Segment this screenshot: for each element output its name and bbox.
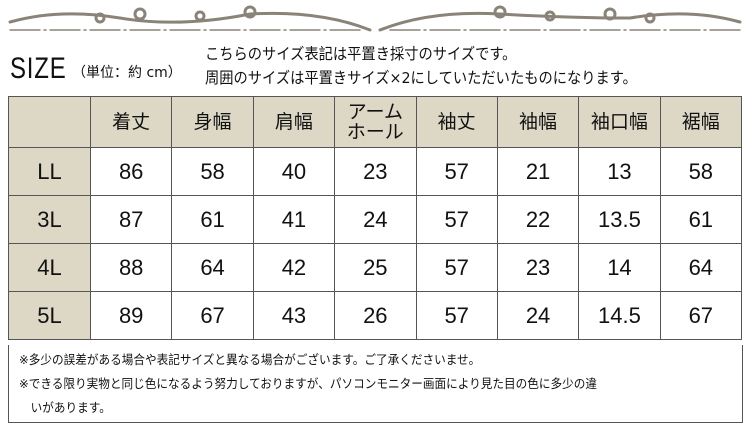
- measurement-cell: 67: [171, 291, 254, 340]
- size-label: 3L: [8, 195, 91, 244]
- measurement-cell: 61: [659, 195, 743, 244]
- measurement-cell: 64: [659, 243, 743, 292]
- measurement-cell: 43: [252, 291, 336, 340]
- intro-text: こちらのサイズ表記は平置き採寸のサイズです。 周囲のサイズは平置きサイズ×2にし…: [205, 42, 637, 90]
- notes-box: ※多少の誤差がある場合や表記サイズと異なる場合がございます。ご了承くださいませ。…: [8, 345, 743, 423]
- size-label: 4L: [8, 243, 91, 292]
- column-header: 袖丈: [415, 96, 498, 148]
- measurement-cell: 57: [415, 243, 498, 292]
- measurement-cell: 26: [334, 291, 417, 340]
- table-row: 5L 89 67 43 26 57 24 14.5 67: [8, 291, 743, 340]
- measurement-cell: 88: [89, 243, 173, 292]
- measurement-cell: 40: [252, 147, 336, 196]
- column-header: 身幅: [171, 96, 254, 148]
- measurement-cell: 23: [334, 147, 417, 196]
- note-line: ※できる限り実物と同じ色になるよう努力しておりますが、パソコンモニター画面により…: [19, 376, 597, 391]
- measurement-cell: 64: [171, 243, 254, 292]
- page-title: SIZE: [10, 52, 67, 85]
- measurement-cell: 14: [578, 243, 661, 292]
- measurement-cell: 13: [578, 147, 661, 196]
- column-header: [8, 96, 91, 148]
- unit-label: （単位：約 cm）: [72, 65, 182, 81]
- measurement-cell: 24: [334, 195, 417, 244]
- measurement-cell: 67: [659, 291, 743, 340]
- measurement-cell: 41: [252, 195, 336, 244]
- measurement-cell: 22: [496, 195, 580, 244]
- measurement-cell: 13.5: [578, 195, 661, 244]
- table-row: LL 86 58 40 23 57 21 13 58: [8, 147, 743, 196]
- measurement-cell: 87: [89, 195, 173, 244]
- measurement-cell: 89: [89, 291, 173, 340]
- measurement-cell: 57: [415, 147, 498, 196]
- measurement-cell: 57: [415, 291, 498, 340]
- note-line: ※多少の誤差がある場合や表記サイズと異なる場合がございます。ご了承くださいませ。: [19, 352, 481, 367]
- column-header: 裾幅: [659, 96, 743, 148]
- column-header: アーム ホール: [334, 96, 417, 148]
- table-row: 3L 87 61 41 24 57 22 13.5 61: [8, 195, 743, 244]
- measurement-cell: 57: [415, 195, 498, 244]
- measurement-cell: 21: [496, 147, 580, 196]
- decorative-scroll-border: [8, 5, 742, 32]
- size-label: LL: [8, 147, 91, 196]
- column-header: 袖幅: [496, 96, 580, 148]
- intro-line: 周囲のサイズは平置きサイズ×2にしていただいたものになります。: [205, 69, 637, 87]
- measurement-cell: 24: [496, 291, 580, 340]
- measurement-cell: 58: [659, 147, 743, 196]
- table-header-row: 着丈 身幅 肩幅 アーム ホール 袖丈 袖幅 袖口幅 裾幅: [8, 96, 743, 148]
- measurement-cell: 14.5: [578, 291, 661, 340]
- measurement-cell: 42: [252, 243, 336, 292]
- column-header: 袖口幅: [578, 96, 661, 148]
- measurement-cell: 25: [334, 243, 417, 292]
- note-line: いがあります。: [19, 400, 111, 415]
- measurement-cell: 23: [496, 243, 580, 292]
- size-table: 着丈 身幅 肩幅 アーム ホール 袖丈 袖幅 袖口幅 裾幅 LL 86 58 40 23 57 21 13 5…: [8, 96, 743, 340]
- measurement-cell: 86: [89, 147, 173, 196]
- intro-line: こちらのサイズ表記は平置き採寸のサイズです。: [205, 45, 517, 63]
- column-header: 着丈: [89, 96, 173, 148]
- measurement-cell: 58: [171, 147, 254, 196]
- column-header: 肩幅: [252, 96, 336, 148]
- table-row: 4L 88 64 42 25 57 23 14 64: [8, 243, 743, 292]
- size-label: 5L: [8, 291, 91, 340]
- measurement-cell: 61: [171, 195, 254, 244]
